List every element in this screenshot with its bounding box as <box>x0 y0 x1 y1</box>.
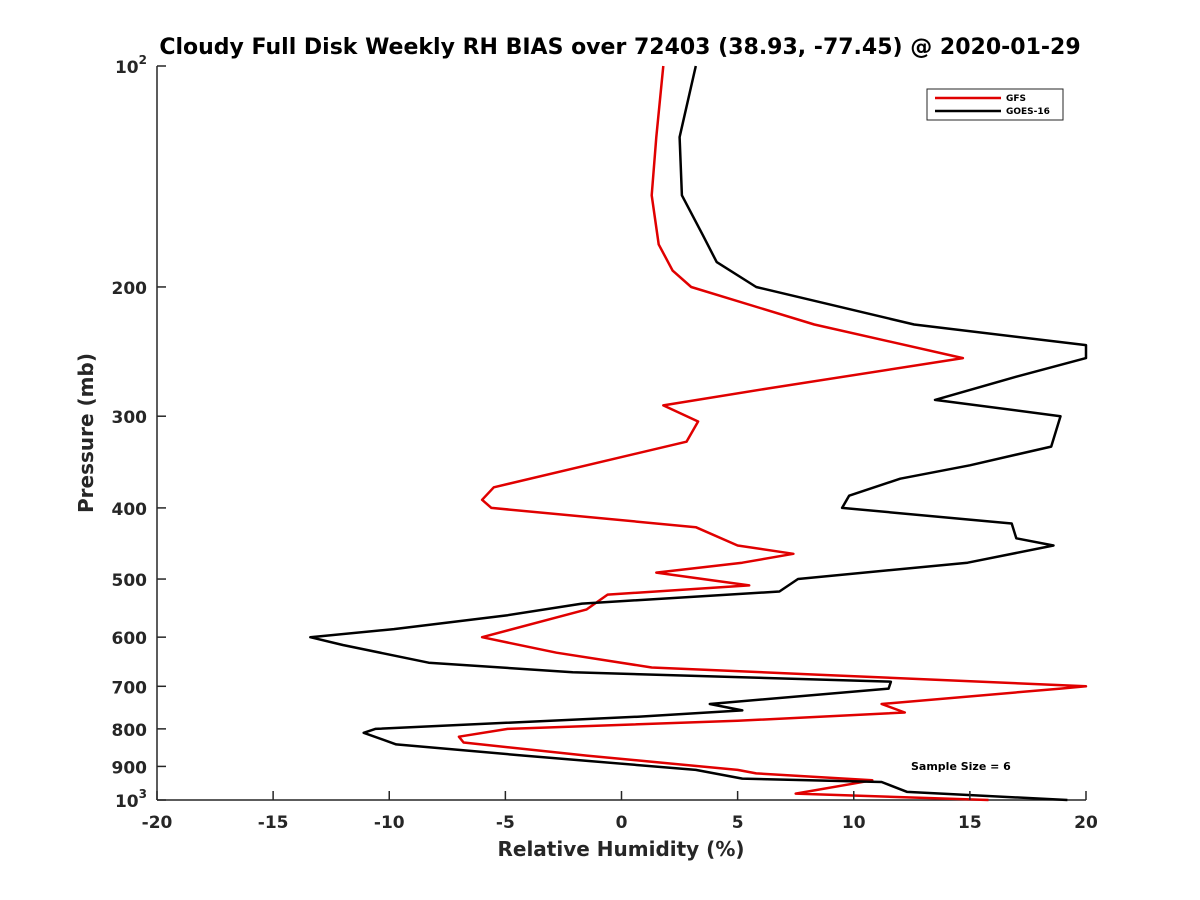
x-tick-label: -5 <box>496 813 515 833</box>
y-tick-label: 400 <box>112 500 148 520</box>
y-tick-label: 800 <box>112 721 148 741</box>
legend-entry-gfs: GFS <box>1006 94 1026 104</box>
legend-box <box>926 88 1064 121</box>
series-line-gfs <box>457 65 1088 802</box>
x-tick-label: 5 <box>732 813 744 833</box>
x-tick-label: 10 <box>842 813 866 833</box>
y-tick-label: 300 <box>112 408 148 428</box>
y-tick-label: 500 <box>112 571 148 591</box>
x-axis-ticks: -20 -15 -10 -5 0 5 10 15 20 <box>142 791 1098 833</box>
y-axis-ticks: 102 200 300 400 500 600 700 800 900 103 <box>112 53 166 812</box>
x-tick-label: -10 <box>374 813 405 833</box>
y-tick-label: 600 <box>112 629 148 649</box>
y-axis-label: Pressure (mb) <box>74 353 98 513</box>
legend: GFS GOES-16 <box>926 88 1064 121</box>
y-tick-label: 200 <box>112 279 148 299</box>
y-tick-label: 900 <box>112 758 148 778</box>
y-tick-label: 102 <box>115 53 147 78</box>
series-layer <box>309 65 1088 802</box>
x-tick-label: 20 <box>1074 813 1098 833</box>
series-line-goes-16 <box>309 65 1088 802</box>
y-tick-label: 700 <box>112 678 148 698</box>
x-tick-label: -20 <box>142 813 173 833</box>
x-tick-label: 15 <box>958 813 982 833</box>
x-tick-label: -15 <box>258 813 289 833</box>
legend-entry-goes-16: GOES-16 <box>1006 107 1050 117</box>
x-tick-label: 0 <box>616 813 628 833</box>
chart-title: Cloudy Full Disk Weekly RH BIAS over 724… <box>159 35 1080 60</box>
sample-size-annotation: Sample Size = 6 <box>911 760 1011 773</box>
y-tick-label: 103 <box>115 787 147 812</box>
x-axis-label: Relative Humidity (%) <box>497 837 744 861</box>
